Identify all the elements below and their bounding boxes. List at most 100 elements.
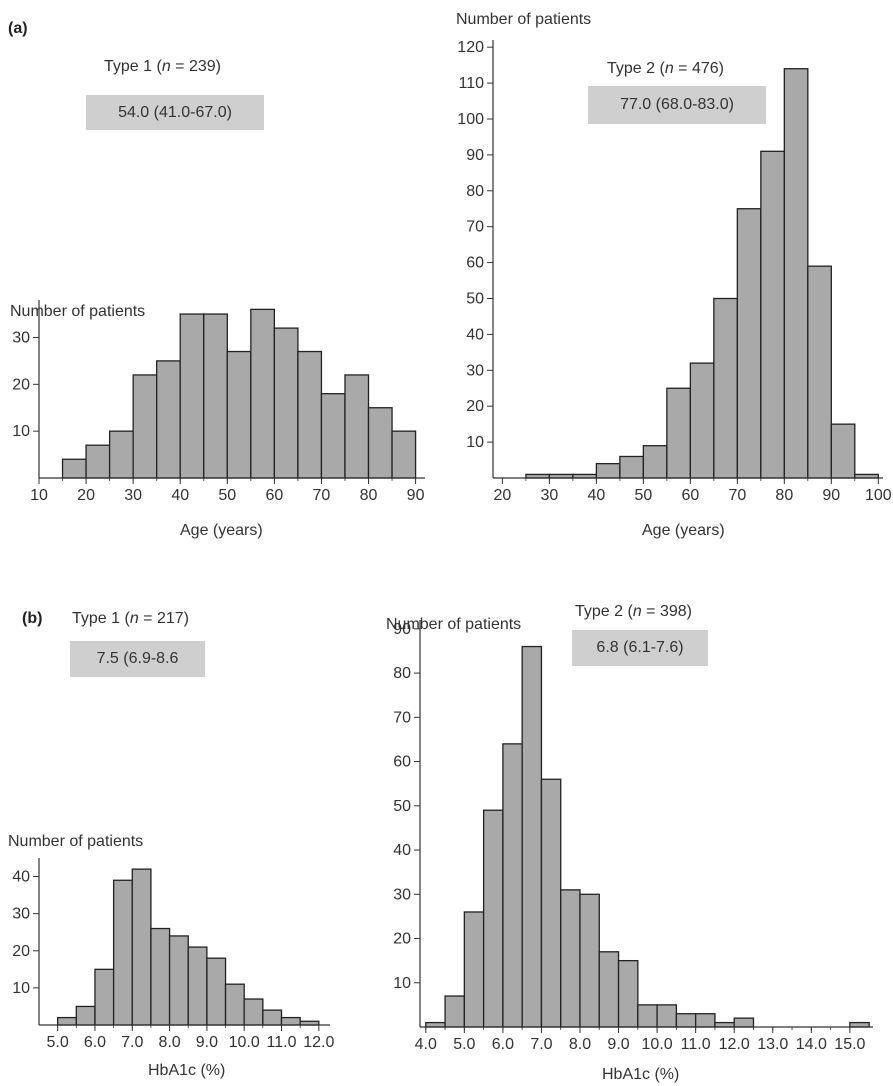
- age-type1-y-tick-label: 10: [12, 423, 30, 440]
- hba1c-type2-y-tick-label: 70: [393, 709, 411, 726]
- panel-a-label: (a): [8, 20, 28, 37]
- age-type2-x-tick-label: 60: [681, 487, 699, 504]
- hba1c-type2-title: Type 2 (n = 398): [575, 603, 692, 621]
- age-type1-title-suffix: = 239): [170, 58, 221, 75]
- age-type2-y-tick-label: 70: [466, 219, 484, 236]
- age-type2-ylabel: Number of patients: [456, 11, 592, 28]
- hba1c-type1-median-box: 7.5 (6.9-8.6: [70, 641, 205, 677]
- hba1c-type1-x-tick-label: 10.0: [229, 1034, 260, 1051]
- hba1c-type2-bar: [675, 1013, 697, 1028]
- hba1c-type1-y-tick-label: 10: [12, 980, 30, 997]
- hba1c-type2-title-prefix: Type 2 (: [575, 603, 633, 620]
- age-type1-y-tick-label: 20: [12, 376, 30, 393]
- hba1c-type2-x-tick-label: 10.0: [642, 1036, 673, 1053]
- hba1c-type1-x-tick-label: 11.0: [267, 1034, 297, 1051]
- age-type2-x-tick-label: 40: [587, 487, 605, 504]
- hba1c-type2-x-tick-label: 7.0: [530, 1036, 552, 1053]
- age-type1-x-tick-label: 40: [171, 487, 189, 504]
- age-type1-n-label: n: [161, 58, 171, 75]
- age-type2-x-tick-label: 80: [775, 487, 793, 504]
- hba1c-type1-ylabel: Number of patients: [8, 833, 144, 850]
- hba1c-type1-n-label: n: [129, 610, 139, 627]
- hba1c-type2-y-tick-label: 10: [393, 975, 411, 992]
- age-type2-x-tick-label: 90: [822, 487, 840, 504]
- age-type2-y-tick-label: 10: [466, 434, 484, 451]
- age-type2-y-tick-label: 40: [466, 326, 484, 343]
- hba1c-type1-y-tick-label: 20: [12, 943, 30, 960]
- hba1c-type2-bar: [656, 1004, 678, 1028]
- hba1c-type2-x-tick-label: 12.0: [719, 1036, 750, 1053]
- hba1c-type2-x-tick-label: 6.0: [492, 1036, 514, 1053]
- hba1c-type2-bar: [849, 1021, 870, 1028]
- hba1c-type2-bar: [637, 1004, 658, 1028]
- hba1c-type1-y-tick-label: 30: [12, 906, 30, 923]
- age-type1-title-prefix: Type 1 (: [104, 58, 162, 75]
- age-type2-title-suffix: = 476): [673, 60, 724, 77]
- age-type1-ylabel: Number of patients: [10, 303, 146, 320]
- hba1c-type2-y-tick-label: 90: [393, 621, 411, 638]
- hba1c-type2-x-tick-label: 14.0: [796, 1036, 827, 1053]
- age-type2-xlabel: Age (years): [642, 522, 725, 539]
- hba1c-type2-y-tick-label: 80: [393, 665, 411, 682]
- age-type2-y-tick-label: 110: [458, 75, 484, 92]
- age-type1-x-tick-label: 60: [265, 487, 283, 504]
- age-type2-y-tick-label: 90: [466, 147, 484, 164]
- hba1c-type1-title-suffix: = 217): [138, 610, 189, 627]
- age-type1-x-tick-label: 10: [30, 487, 48, 504]
- hba1c-type2-y-tick-label: 30: [393, 886, 411, 903]
- age-type2-y-tick-label: 60: [466, 255, 484, 272]
- hba1c-type2-y-tick-label: 20: [393, 931, 411, 948]
- age-type2-title-prefix: Type 2 (: [607, 60, 665, 77]
- age-type2-y-tick-label: 80: [466, 183, 484, 200]
- hba1c-type2-y-tick-label: 50: [393, 798, 411, 815]
- age-type1-x-tick-label: 70: [313, 487, 331, 504]
- age-type2-x-tick-label: 30: [540, 487, 558, 504]
- hba1c-type1-xlabel: HbA1c (%): [148, 1062, 226, 1079]
- hba1c-type1-x-tick-label: 5.0: [47, 1034, 69, 1051]
- age-type2-y-tick-label: 30: [466, 362, 484, 379]
- hba1c-type2-bar: [579, 893, 600, 1028]
- age-type1-x-tick-label: 30: [124, 487, 142, 504]
- age-type2-y-tick-label: 20: [466, 398, 484, 415]
- hba1c-type2-bar: [695, 1013, 716, 1028]
- age-type2-y-tick-label: 100: [457, 111, 484, 128]
- hba1c-type2-bar: [521, 645, 543, 1028]
- age-type1-title: Type 1 (n = 239): [104, 58, 221, 76]
- age-type2-median-box: 77.0 (68.0-83.0): [588, 86, 766, 124]
- hba1c-type2-bar: [617, 959, 639, 1028]
- hba1c-type2-bar: [444, 995, 465, 1028]
- hba1c-type2-bar: [714, 1021, 735, 1028]
- hba1c-type1-title: Type 1 (n = 217): [72, 610, 189, 628]
- hba1c-type1-x-tick-label: 7.0: [121, 1034, 143, 1051]
- hba1c-type1-title-prefix: Type 1 (: [72, 610, 130, 627]
- age-type1-x-tick-label: 80: [360, 487, 378, 504]
- hba1c-type1-x-tick-label: 9.0: [196, 1034, 218, 1051]
- age-type2-x-tick-label: 100: [865, 487, 892, 504]
- hba1c-type2-bar: [463, 911, 485, 1028]
- hba1c-type2-x-tick-label: 15.0: [834, 1036, 865, 1053]
- hba1c-type2-x-tick-label: 8.0: [569, 1036, 591, 1053]
- age-type1-y-tick-label: 30: [12, 329, 30, 346]
- hba1c-type2-bar: [425, 1021, 446, 1028]
- hba1c-type2-bar: [733, 1017, 755, 1028]
- age-type2-y-tick-label: 120: [457, 39, 484, 56]
- panel-b-label: (b): [22, 610, 43, 627]
- hba1c-type2-x-tick-label: 9.0: [607, 1036, 629, 1053]
- hba1c-type2-x-tick-label: 5.0: [453, 1036, 475, 1053]
- hba1c-type2-bar: [560, 889, 581, 1028]
- age-type1-xlabel: Age (years): [180, 522, 263, 539]
- hba1c-type2-y-tick-label: 40: [393, 842, 411, 859]
- hba1c-type2-x-tick-label: 4.0: [415, 1036, 437, 1053]
- hba1c-type1-x-tick-label: 8.0: [158, 1034, 180, 1051]
- hba1c-type1-x-tick-label: 12.0: [303, 1034, 334, 1051]
- hba1c-type2-bar: [540, 778, 562, 1028]
- hba1c-type2-bar: [598, 951, 620, 1028]
- hba1c-type2-bar: [502, 743, 523, 1028]
- hba1c-type2-y-tick-label: 60: [393, 754, 411, 771]
- age-type2-title: Type 2 (n = 476): [607, 60, 724, 78]
- hba1c-type2-x-tick-label: 11.0: [681, 1036, 711, 1053]
- age-type2-y-tick-label: 50: [466, 290, 484, 307]
